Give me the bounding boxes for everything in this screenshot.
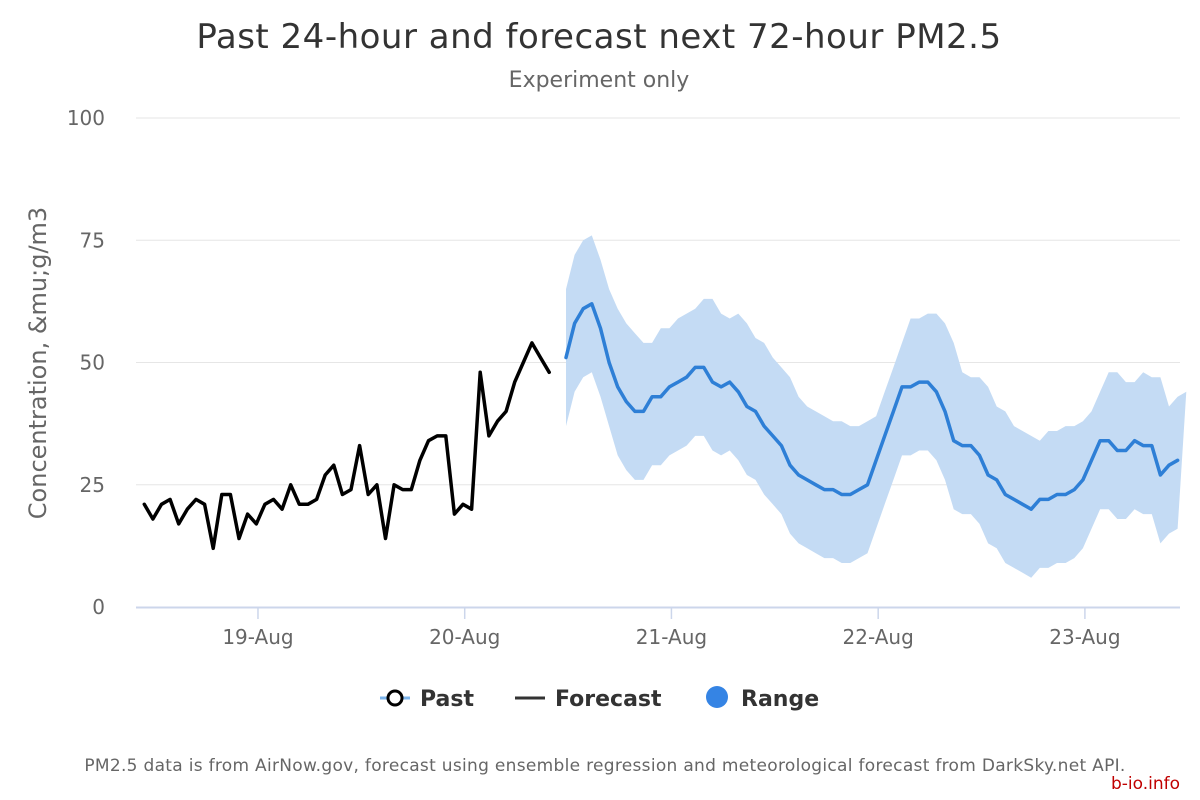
legend-item-past[interactable]: Past [380,687,474,712]
series-lines[interactable] [142,302,1180,551]
y-axis-ticks: 0 25 50 75 100 [67,106,105,619]
y-tick-label: 75 [80,228,105,252]
x-axis-ticks: 19-Aug 20-Aug 21-Aug 22-Aug 23-Aug [222,607,1121,649]
chart-subtitle: Experiment only [509,68,690,93]
legend-item-range[interactable]: Range [706,686,819,712]
range-area-layer[interactable] [566,235,1187,578]
y-axis-title: Concentration, &mu;g/m3 [24,207,52,519]
chart-title: Past 24-hour and forecast next 72-hour P… [196,17,1001,57]
y-tick-label: 50 [80,351,105,375]
x-tick-label: 20-Aug [429,625,500,649]
past-line[interactable] [142,341,551,551]
legend: Past Forecast Range [380,686,819,712]
legend-forecast-label: Forecast [555,687,662,712]
y-tick-label: 25 [80,473,105,497]
legend-past-marker [386,689,404,707]
legend-range-label: Range [741,687,819,712]
y-tick-label: 100 [67,106,105,130]
forecast-line[interactable] [564,302,1180,511]
legend-past-label: Past [420,687,474,712]
watermark-link[interactable]: b-io.info [1111,774,1180,794]
x-tick-label: 21-Aug [636,625,707,649]
credits-text: PM2.5 data is from AirNow.gov, forecast … [84,756,1125,776]
legend-range-marker [706,686,728,708]
y-tick-label: 0 [92,595,105,619]
x-tick-label: 23-Aug [1049,625,1120,649]
range-area[interactable] [566,235,1187,578]
x-tick-label: 19-Aug [222,625,293,649]
legend-item-forecast[interactable]: Forecast [515,687,662,712]
x-tick-label: 22-Aug [843,625,914,649]
